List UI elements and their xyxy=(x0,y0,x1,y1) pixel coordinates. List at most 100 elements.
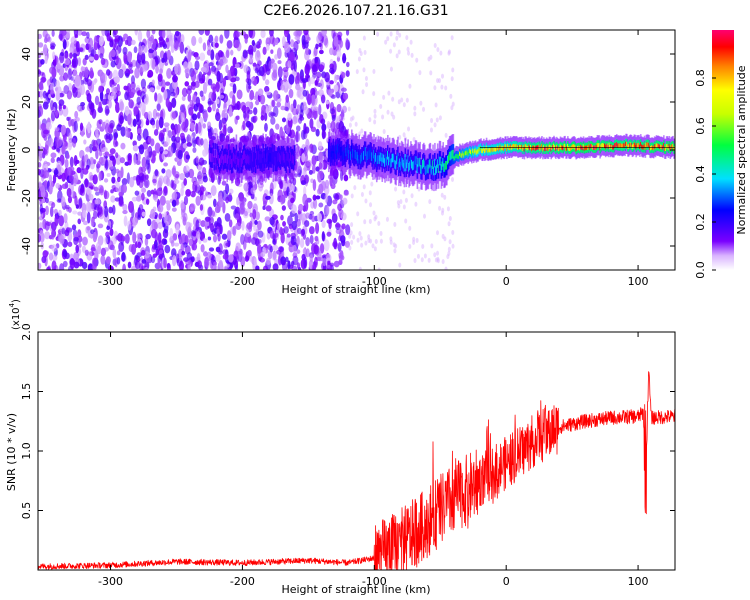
spectrogram-noise-cell xyxy=(222,77,227,88)
spectrogram-noise-cell xyxy=(422,213,426,219)
ridge-core xyxy=(344,152,347,162)
spectrogram-noise-cell xyxy=(163,186,168,193)
ridge-core xyxy=(629,142,632,147)
spectrogram-noise-cell xyxy=(82,220,88,226)
colorbar: 0.00.20.40.60.8 Normalized spectral ampl… xyxy=(694,30,748,279)
spectrogram-noise-cell xyxy=(207,44,212,52)
ridge-core xyxy=(231,159,233,168)
ridge-core xyxy=(446,160,448,170)
ridge-core xyxy=(440,164,443,173)
ridge-core xyxy=(638,142,640,148)
spectrogram-noise-cell xyxy=(100,247,107,257)
spectrogram-noise-cell xyxy=(329,80,334,85)
ridge-core xyxy=(456,153,458,159)
spectrogram-noise-cell xyxy=(234,63,240,68)
spectrogram-noise-cell xyxy=(196,111,201,119)
spectrogram-noise-cell xyxy=(207,206,213,218)
spectrogram-noise-cell xyxy=(305,144,309,153)
spectrogram-noise-cell xyxy=(151,30,156,35)
spectrogram-noise-cell xyxy=(333,84,339,93)
ridge-core xyxy=(346,145,349,155)
spectrogram-noise-cell xyxy=(348,122,352,128)
spectrogram-noise-cell xyxy=(43,44,48,55)
spectrogram-noise-cell xyxy=(163,238,168,245)
snr-multiplier-exp: 4 xyxy=(8,302,16,307)
spectrogram-noise-cell xyxy=(155,119,160,131)
spectrogram-noise-cell xyxy=(64,229,70,237)
spectrogram-noise-cell xyxy=(67,166,72,176)
spectrogram-noise-cell xyxy=(373,113,377,119)
spectrogram-noise-cell xyxy=(187,85,193,91)
ridge-core xyxy=(567,144,569,149)
ridge-core xyxy=(208,150,211,159)
spectrogram-noise-cell xyxy=(373,108,377,114)
ridge-core xyxy=(394,159,397,169)
ridge-core xyxy=(287,152,289,161)
spectrogram-noise-cell xyxy=(40,76,47,83)
spectrogram-noise-cell xyxy=(52,174,57,184)
spectrogram-noise-cell xyxy=(69,257,75,270)
spectrogram-noise-cell xyxy=(162,128,167,133)
spectrogram-noise-cell xyxy=(49,206,54,218)
ridge-core xyxy=(585,145,588,151)
spectrogram-noise-cell xyxy=(311,215,316,223)
ridge-core xyxy=(438,156,441,166)
spectrogram-noise-cell xyxy=(177,35,182,48)
ridge-core xyxy=(256,154,259,164)
ridge-core xyxy=(471,151,473,156)
spectrogram-noise-cell xyxy=(73,120,78,133)
spectrogram-noise-cell xyxy=(334,193,340,201)
spectrogram-noise-cell xyxy=(77,57,82,67)
spectrogram-noise-cell xyxy=(165,135,171,146)
spectrogram-noise-cell xyxy=(303,256,308,269)
spectrogram-noise-cell xyxy=(265,257,271,266)
ridge-core xyxy=(455,153,457,159)
spectrogram-noise-cell xyxy=(243,64,249,74)
spectrogram-noise-cell xyxy=(105,231,110,238)
spectrogram-noise-cell xyxy=(191,35,197,47)
spectrogram-noise-cell xyxy=(264,122,268,133)
ridge-core xyxy=(349,153,351,163)
spectrogram-noise-cell xyxy=(174,63,179,75)
spectrogram-noise-cell xyxy=(269,33,275,45)
ridge-core xyxy=(245,155,248,165)
spectrogram-noise-cell xyxy=(72,86,78,98)
spectrogram-noise-cell xyxy=(173,39,179,52)
spectrogram-noise-cell xyxy=(61,172,66,182)
spectrogram-noise-cell xyxy=(82,57,87,66)
spectrogram-y-tick-label: -40 xyxy=(20,237,33,255)
spectrogram-noise-cell xyxy=(217,233,221,242)
spectrogram-noise-cell xyxy=(247,249,252,257)
ridge-core xyxy=(452,149,455,159)
spectrogram-noise-cell xyxy=(214,35,219,43)
spectrogram-noise-cell xyxy=(146,30,151,39)
ridge-core xyxy=(564,143,566,149)
spectrogram-noise-cell xyxy=(161,168,166,174)
spectrogram-noise-cell xyxy=(315,43,319,50)
spectrogram-noise-cell xyxy=(347,106,351,112)
spectrogram-noise-cell xyxy=(124,105,130,117)
spectrogram-noise-cell xyxy=(108,99,112,109)
spectrogram-noise-cell xyxy=(169,235,175,244)
ridge-core xyxy=(447,155,449,165)
ridge-core xyxy=(345,147,348,157)
spectrogram-noise-cell xyxy=(215,112,221,122)
spectrogram-noise-cell xyxy=(115,140,119,147)
spectrogram-noise-cell xyxy=(318,183,324,195)
spectrogram-noise-cell xyxy=(104,159,109,170)
spectrogram-noise-cell xyxy=(247,200,253,210)
spectrogram-noise-cell xyxy=(408,244,412,250)
spectrogram-noise-cell xyxy=(176,160,182,166)
spectrogram-noise-cell xyxy=(81,105,85,111)
spectrogram-noise-cell xyxy=(314,79,319,86)
spectrogram-noise-cell xyxy=(64,158,69,169)
spectrogram-noise-cell xyxy=(221,122,227,129)
ridge-core xyxy=(610,143,613,149)
spectrogram-noise-cell xyxy=(358,266,362,270)
spectrogram-noise-cell xyxy=(377,220,381,226)
ridge-core xyxy=(333,151,336,160)
spectrogram-noise-cell xyxy=(163,211,168,224)
spectrogram-noise-cell xyxy=(240,234,245,245)
spectrogram-noise-cell xyxy=(124,126,129,138)
